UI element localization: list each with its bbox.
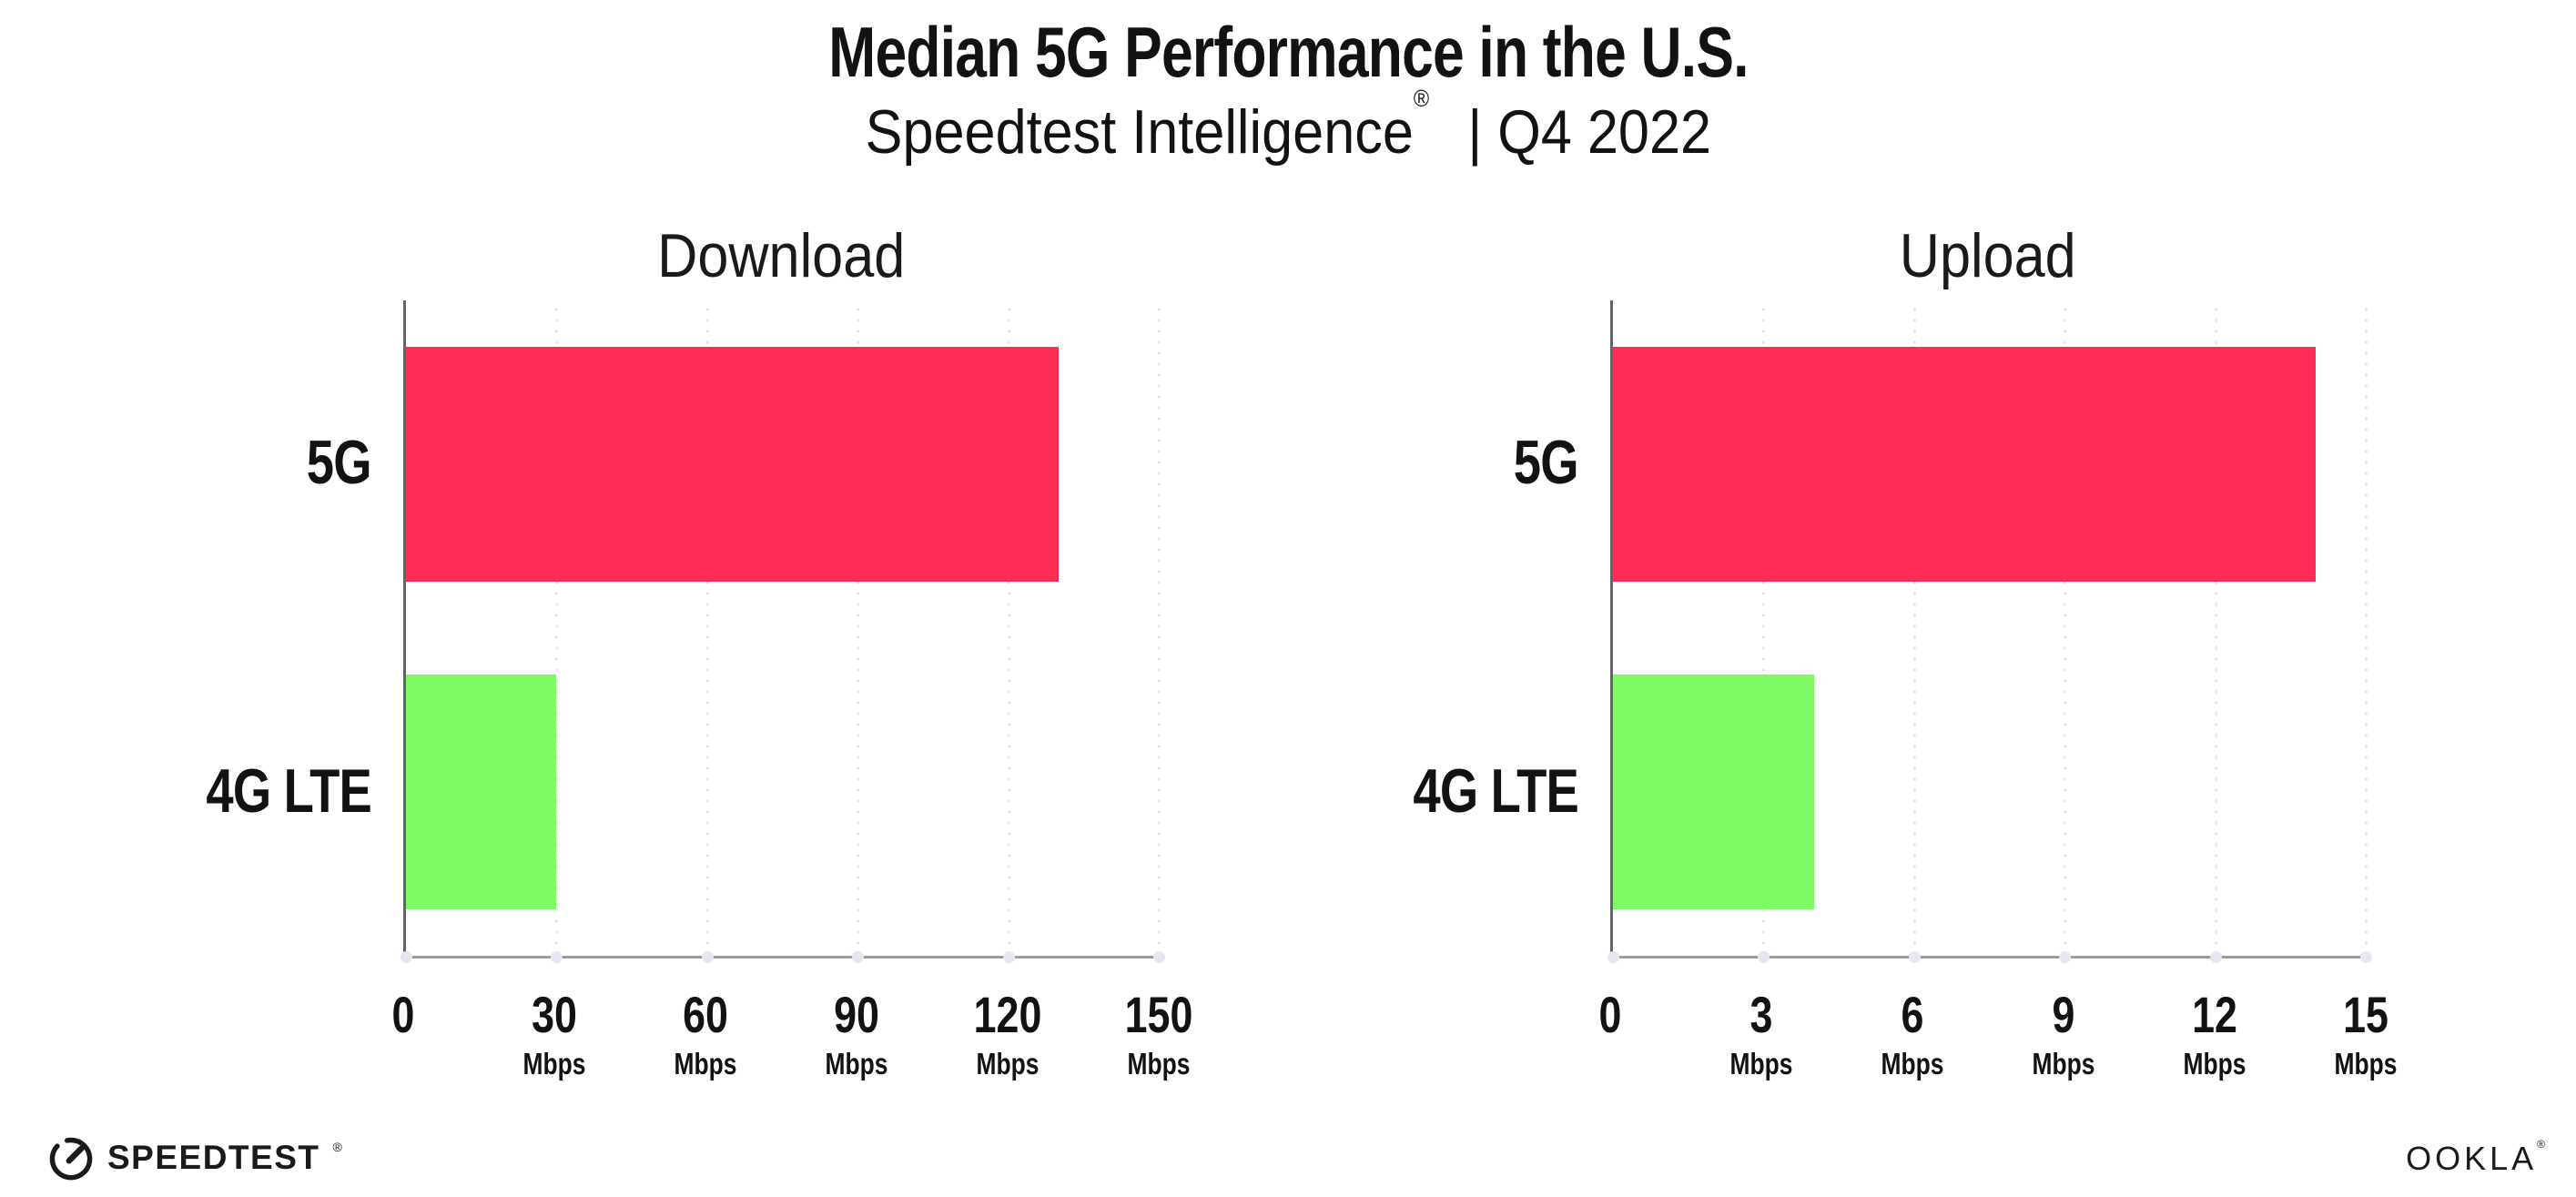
speedtest-gauge-icon [49,1137,93,1181]
x-tick-unit: Mbps [2032,1046,2095,1080]
x-tick-value: 3 [1749,986,1773,1043]
x-tick-unit: Mbps [522,1046,586,1080]
download-x-axis-labels: 0 30 Mbps 60 Mbps 90 Mbps 120 Mbps 150 Mbps [392,986,1193,1134]
page-subtitle: Speedtest Intelligence® | Q4 2022 [0,85,2576,172]
x-tick-unit: Mbps [1127,1046,1191,1080]
x-tick-value: 12 [2192,986,2237,1043]
x-tick: 90 Mbps [817,986,896,1080]
x-tick-value: 0 [391,986,415,1043]
x-tick: 120 Mbps [965,986,1050,1080]
x-tick: 12 Mbps [2175,986,2254,1080]
upload-x-axis-labels: 0 3 Mbps 6 Mbps 9 Mbps 12 Mbps 15 Mbps [1599,986,2398,1134]
x-tick-unit: Mbps [674,1046,737,1080]
x-tick-unit: Mbps [1881,1046,1944,1080]
plot-gridline [1912,304,1916,956]
x-tick-value: 0 [1598,986,1622,1043]
speedtest-logo: SPEEDTEST ® [47,1134,342,1182]
x-tick-value: 60 [683,986,728,1043]
plot-gridline [1762,304,1766,956]
bar-4g-lte-upload [1613,675,1814,909]
subtitle-separator [1429,97,1467,167]
axis-tick-dot [1908,951,1921,963]
download-chart-title: Download [656,221,906,290]
x-tick-unit [1599,1048,1622,1080]
axis-tick-dot [1153,951,1165,963]
plot-gridline [2214,304,2217,956]
x-tick: 6 Mbps [1873,986,1952,1080]
speedtest-registered-mark: ® [332,1140,342,1154]
axis-tick-dot [1758,951,1770,963]
x-tick-value: 90 [834,986,879,1043]
plot-gridline [2365,304,2368,956]
category-label-5g: 5G [307,427,372,497]
x-tick: 3 Mbps [1722,986,1800,1080]
speedtest-wordmark: SPEEDTEST [107,1139,320,1176]
x-tick: 0 [1596,986,1624,1080]
x-tick-unit: Mbps [976,1046,1040,1080]
axis-tick-dot [2209,951,2222,963]
bar-5g-download [406,347,1059,582]
plot-gridline [2064,304,2067,956]
axis-tick-dot [2059,951,2072,963]
ookla-wordmark: OOKLA [2406,1140,2538,1177]
plot-gridline [857,304,860,956]
header: Median 5G Performance in the U.S. Speedt… [0,12,2576,173]
x-tick-value: 6 [1901,986,1924,1043]
x-tick: 150 Mbps [1116,986,1201,1080]
x-tick: 15 Mbps [2327,986,2405,1080]
x-tick: 60 Mbps [666,986,745,1080]
upload-plot-area [1607,300,2372,963]
x-tick-value: 30 [532,986,577,1043]
upload-category-labels: 5G 4G LTE [1214,300,1578,959]
x-tick-value: 120 [973,986,1042,1043]
subtitle-brand: Speedtest Intelligence [865,97,1414,167]
ookla-logo: OOKLA ® [2406,1138,2545,1178]
bar-5g-upload [1613,347,2316,582]
x-tick-unit: Mbps [1729,1046,1793,1080]
axis-tick-dot [852,951,865,963]
x-tick: 30 Mbps [515,986,593,1080]
x-tick-unit [392,1048,415,1080]
plot-gridline [1158,304,1161,956]
bar-4g-lte-download [406,675,557,909]
axis-tick-dot [701,951,714,963]
ookla-registered-mark: ® [2537,1138,2545,1151]
x-tick-unit: Mbps [2183,1046,2246,1080]
axis-tick-dot [1002,951,1015,963]
plot-gridline [1007,304,1010,956]
axis-tick-dot [551,951,563,963]
upload-chart-title: Upload [1900,221,2076,290]
category-label-4g-lte: 4G LTE [1413,756,1578,827]
page-title: Median 5G Performance in the U.S. [827,12,1749,92]
registered-mark: ® [1413,84,1429,112]
x-tick: 9 Mbps [2024,986,2103,1080]
category-label-5g: 5G [1514,427,1579,497]
x-tick-value: 150 [1124,986,1193,1043]
download-plot-area [401,300,1165,963]
axis-tick-dot [1607,951,1619,963]
plot-gridline [705,304,709,956]
axis-tick-dot [2360,951,2372,963]
x-tick: 0 [389,986,417,1080]
download-category-labels: 5G 4G LTE [7,300,371,959]
x-tick-value: 15 [2343,986,2388,1043]
x-tick-unit: Mbps [825,1046,888,1080]
plot-gridline [555,304,559,956]
axis-tick-dot [401,951,412,963]
category-label-4g-lte: 4G LTE [206,756,371,827]
subtitle-quarter: | Q4 2022 [1467,97,1711,167]
x-tick-value: 9 [2052,986,2075,1043]
x-tick-unit: Mbps [2334,1046,2398,1080]
